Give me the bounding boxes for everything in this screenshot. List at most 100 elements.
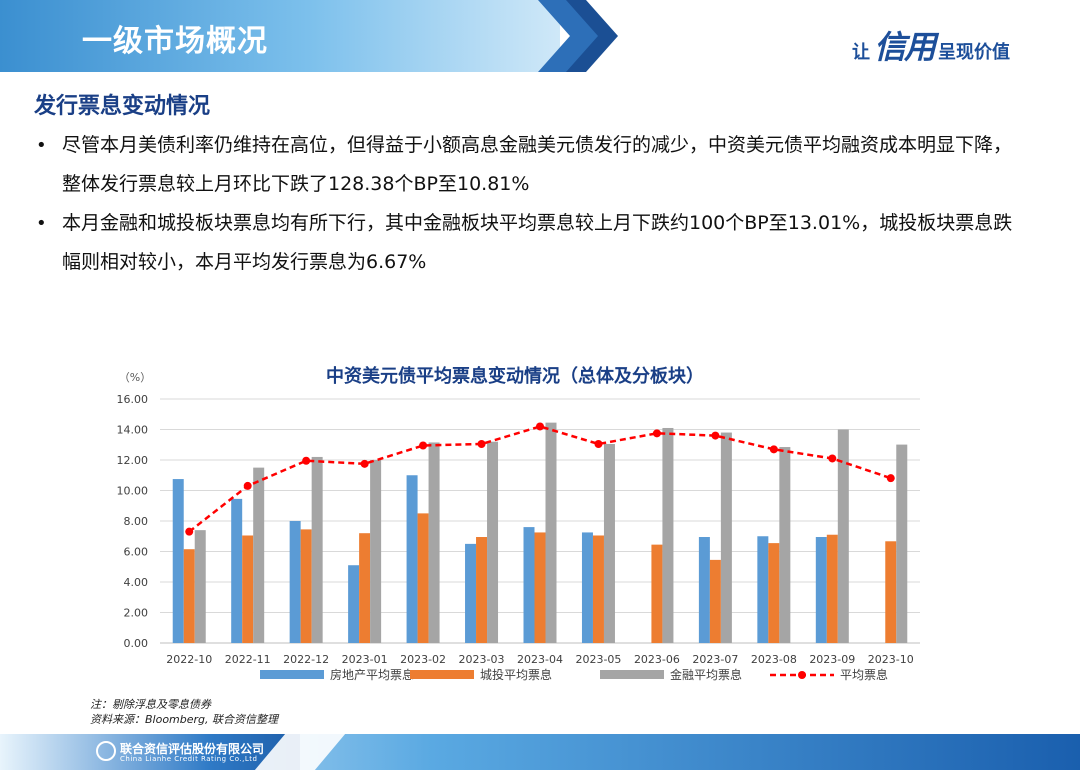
bar <box>768 543 780 643</box>
source-line: 资料来源：Bloomberg, 联合资信整理 <box>90 713 279 726</box>
bar <box>896 444 908 643</box>
bar <box>698 537 710 643</box>
slogan-post: 呈现价值 <box>938 42 1010 63</box>
x-tick-label: 2023-07 <box>692 653 738 666</box>
bar <box>465 543 477 643</box>
line-point <box>302 456 311 465</box>
x-tick-label: 2022-10 <box>166 653 212 666</box>
company-name-en: China Lianhe Credit Rating Co.,Ltd <box>120 755 258 763</box>
header-band <box>0 0 560 72</box>
bar <box>406 475 418 643</box>
bar <box>253 467 265 643</box>
y-tick-label: 4.00 <box>124 576 149 589</box>
x-tick-label: 2023-03 <box>459 653 505 666</box>
chart-notes: 注：剔除浮息及零息债券 资料来源：Bloomberg, 联合资信整理 <box>90 697 278 727</box>
bar <box>183 549 195 643</box>
footer: 联合资信评估股份有限公司 China Lianhe Credit Rating … <box>0 734 1080 770</box>
y-tick-label: 14.00 <box>117 424 149 437</box>
bar <box>242 535 254 643</box>
bar <box>815 537 827 643</box>
page-title: 一级市场概况 <box>82 24 268 59</box>
line-point <box>769 445 778 454</box>
x-tick-label: 2023-09 <box>809 653 855 666</box>
legend-label: 城投平均票息 <box>480 667 552 682</box>
coupon-chart: （%） 0.00 2.00 4.00 6.00 8.00 10.00 12.00 14.00 16… <box>117 371 920 682</box>
line-point <box>886 474 895 483</box>
slogan: 让 信用 呈现价值 <box>852 22 1010 68</box>
y-tick-label: 2.00 <box>124 607 149 620</box>
line-point <box>360 459 369 468</box>
section-title: 发行票息变动情况 <box>34 94 211 119</box>
bar <box>289 521 301 643</box>
bar <box>370 460 382 643</box>
legend-swatch <box>600 670 664 679</box>
line-point <box>419 441 428 450</box>
bar <box>720 432 732 643</box>
y-tick-label: 6.00 <box>124 546 149 559</box>
bar <box>300 529 312 643</box>
chevron-icon <box>538 0 618 72</box>
y-tick-label: 16.00 <box>117 393 149 406</box>
bar <box>231 498 243 643</box>
legend-label: 金融平均票息 <box>670 667 742 682</box>
bar <box>523 527 535 643</box>
slogan-logo-text: 信用 <box>873 28 936 66</box>
bar <box>172 479 184 643</box>
line-point <box>828 454 837 463</box>
bar <box>651 544 663 643</box>
legend-swatch <box>260 670 324 679</box>
y-tick-label: 8.00 <box>124 515 149 528</box>
bar <box>757 536 769 643</box>
bar <box>837 429 849 643</box>
legend-marker <box>798 671 806 679</box>
bullet-item: 尽管本月美债利率仍维持在高位，但得益于小额高息金融美元债发行的减少，中资美元债平… <box>34 126 1024 204</box>
legend-label: 房地产平均票息 <box>330 667 414 682</box>
legend-swatch <box>410 670 474 679</box>
slogan-pre: 让 <box>851 42 870 63</box>
x-tick-label: 2023-05 <box>575 653 621 666</box>
bar <box>476 537 488 643</box>
bar <box>534 532 546 643</box>
legend-label: 平均票息 <box>840 667 888 682</box>
bar <box>885 541 897 643</box>
x-tick-label: 2023-10 <box>868 653 914 666</box>
bar <box>311 456 323 643</box>
y-tick-label: 10.00 <box>117 485 149 498</box>
bar <box>662 427 674 643</box>
bar <box>779 447 791 643</box>
bullet-list: 尽管本月美债利率仍维持在高位，但得益于小额高息金融美元债发行的减少，中资美元债平… <box>34 126 1024 282</box>
line-point <box>536 422 544 431</box>
bar <box>487 441 499 643</box>
note-line: 注：剔除浮息及零息债券 <box>90 698 211 711</box>
y-axis-label: （%） <box>119 371 151 384</box>
x-tick-label: 2023-08 <box>751 653 797 666</box>
footer-logo-area <box>0 734 300 770</box>
x-tick-label: 2023-01 <box>342 653 388 666</box>
bar <box>592 535 604 643</box>
bar <box>709 559 721 643</box>
line-point <box>594 439 603 448</box>
bar <box>348 565 360 643</box>
y-tick-label: 12.00 <box>117 454 149 467</box>
x-tick-label: 2023-04 <box>517 653 563 666</box>
x-tick-label: 2023-02 <box>400 653 446 666</box>
bar <box>428 442 440 643</box>
bar <box>603 443 615 643</box>
x-tick-label: 2022-11 <box>225 653 271 666</box>
bar <box>545 422 557 643</box>
header: 一级市场概况 让 信用 呈现价值 <box>0 0 1080 72</box>
line-point <box>185 527 194 536</box>
bar <box>194 530 206 643</box>
chart-title: 中资美元债平均票息变动情况（总体及分板块） <box>326 366 704 387</box>
line-point <box>652 429 661 438</box>
company-name: 联合资信评估股份有限公司 <box>120 742 265 756</box>
line-point <box>243 481 252 490</box>
bullet-item: 本月金融和城投板块票息均有所下行，其中金融板块平均票息较上月下跌约100个BP至… <box>34 204 1024 282</box>
line-point <box>477 439 486 448</box>
x-tick-label: 2023-06 <box>634 653 680 666</box>
bar <box>581 532 593 643</box>
company-logo-icon <box>96 741 116 761</box>
bar <box>417 513 429 643</box>
y-tick-label: 0.00 <box>124 637 149 650</box>
bar <box>359 533 371 643</box>
